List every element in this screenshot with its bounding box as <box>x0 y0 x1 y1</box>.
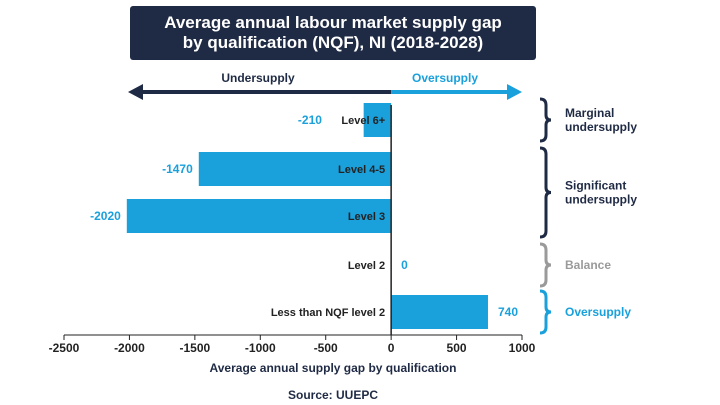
bar <box>363 103 392 137</box>
group-label: Marginal <box>565 106 614 120</box>
data-label: 0 <box>401 258 408 272</box>
x-tick-label: -2000 <box>114 341 145 355</box>
data-label: -1470 <box>162 162 193 176</box>
x-tick-label: -500 <box>314 341 338 355</box>
category-label: Level 3 <box>348 211 385 223</box>
chart-title-line-1: Average annual labour market supply gap <box>164 13 502 32</box>
data-label: -210 <box>298 113 322 127</box>
data-label: 740 <box>498 305 518 319</box>
undersupply-label: Undersupply <box>221 71 295 85</box>
x-tick-label: -2500 <box>49 341 80 355</box>
group-label: undersupply <box>565 120 637 134</box>
x-tick-label: -1500 <box>180 341 211 355</box>
x-axis: -2500 -2000 -1500 -1000 -500 0 500 1000 <box>49 105 536 355</box>
x-tick-label: 1000 <box>509 341 536 355</box>
category-label: Level 6+ <box>341 115 385 127</box>
group-label: Oversupply <box>565 305 631 319</box>
category-label: Less than NQF level 2 <box>271 307 385 319</box>
group-label: Balance <box>565 258 611 272</box>
chart-title-line-2: by qualification (NQF), NI (2018-2028) <box>182 33 484 52</box>
undersupply-arrowhead <box>128 84 143 100</box>
x-tick-label: 500 <box>447 341 467 355</box>
group-bracket <box>539 242 552 288</box>
group-bracket <box>539 146 552 239</box>
direction-arrow: Undersupply Oversupply <box>128 71 522 100</box>
group-label: Significant <box>565 179 626 193</box>
bars: Level 6+ -210 Level 4-5 -1470 Level 3 -2020 Le… <box>90 103 518 329</box>
group-bracket <box>539 289 552 335</box>
category-label: Level 2 <box>348 260 385 272</box>
oversupply-label: Oversupply <box>412 71 478 85</box>
chart-title: Average annual labour market supply gap … <box>130 6 536 60</box>
x-axis-label: Average annual supply gap by qualificati… <box>210 361 457 375</box>
bar <box>198 152 392 186</box>
data-label: -2020 <box>90 209 121 223</box>
oversupply-arrowhead <box>507 84 522 100</box>
bar <box>126 199 392 233</box>
source-note: Source: UUEPC <box>288 388 378 402</box>
bar <box>391 295 488 329</box>
x-tick-label: -1000 <box>245 341 276 355</box>
category-label: Level 4-5 <box>338 164 385 176</box>
x-tick-label: 0 <box>388 341 395 355</box>
group-brackets: MarginalundersupplySignificantundersuppl… <box>539 97 637 335</box>
group-label: undersupply <box>565 193 637 207</box>
group-bracket <box>539 97 552 143</box>
